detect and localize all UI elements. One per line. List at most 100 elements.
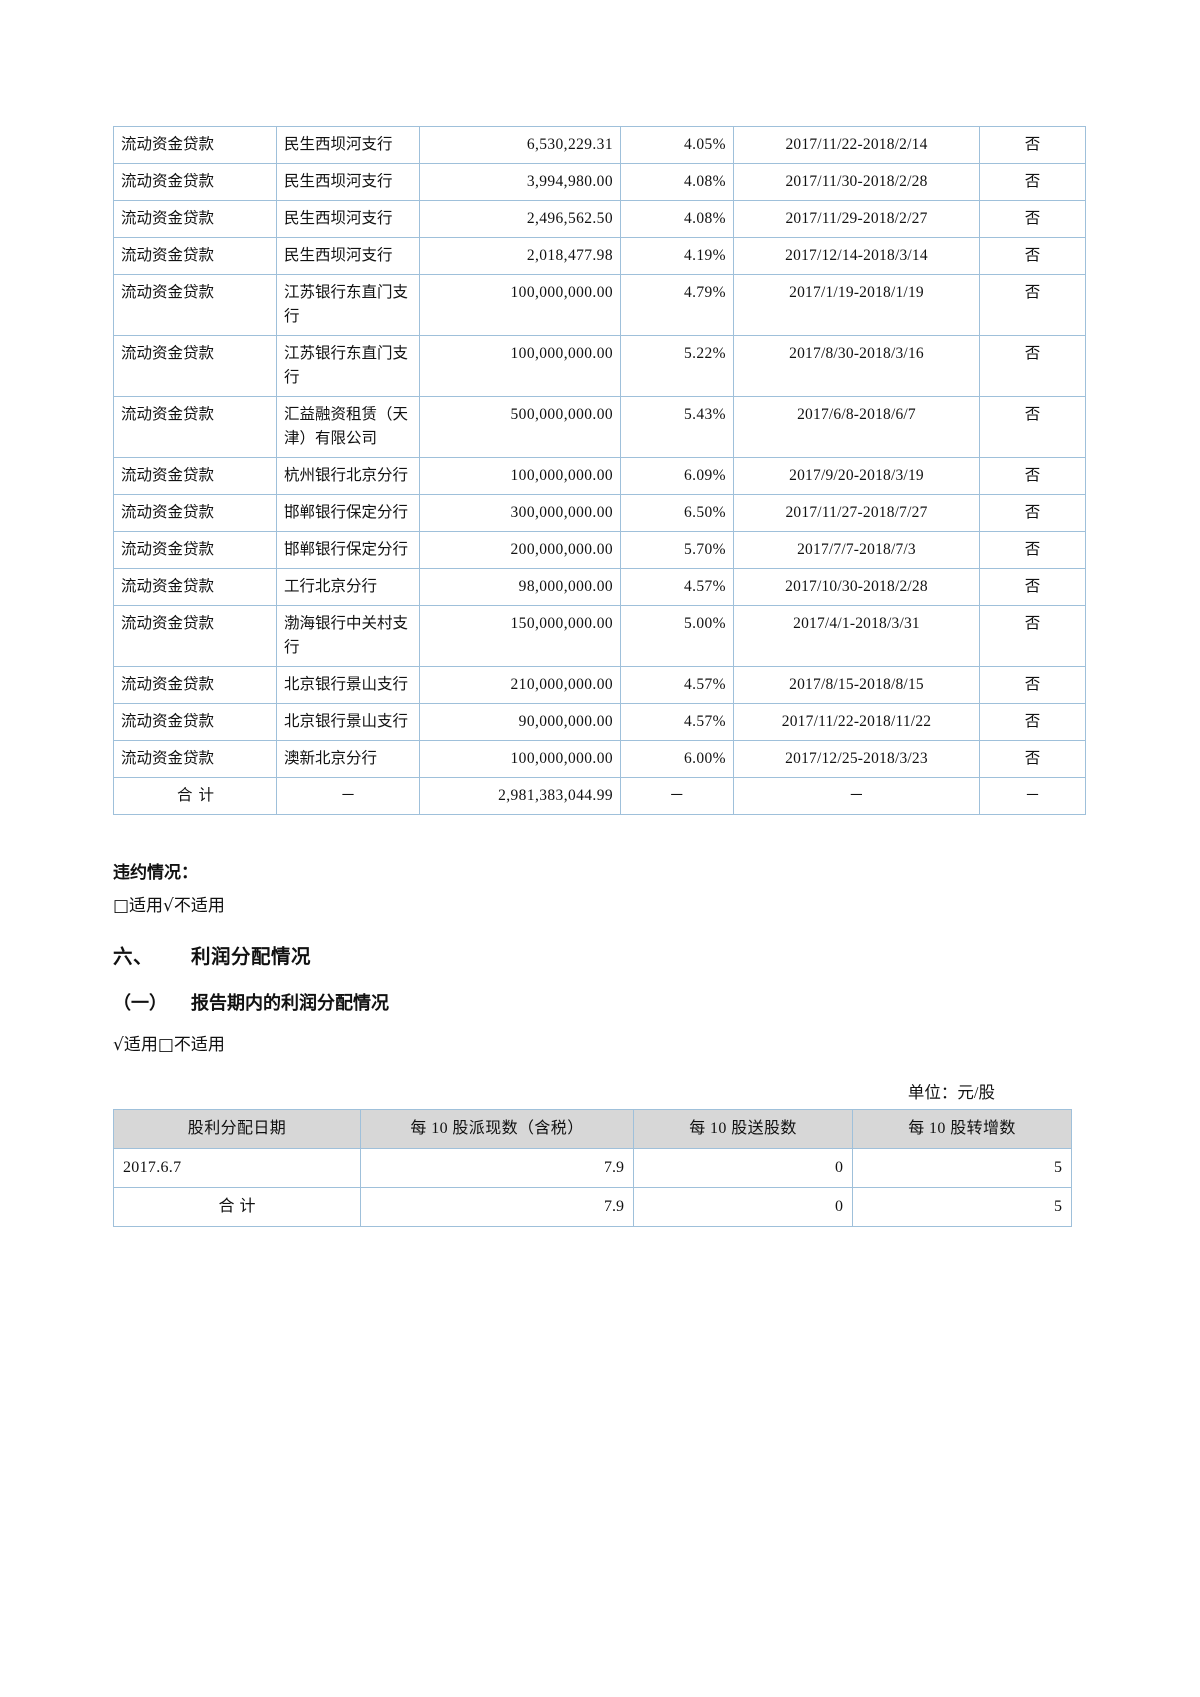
- loan-overdue-cell: 否: [979, 494, 1086, 533]
- dividend-col-date: 股利分配日期: [113, 1109, 361, 1150]
- loan-total-flag: －: [979, 777, 1086, 816]
- loan-type-cell: 流动资金贷款: [113, 568, 277, 607]
- loan-rate-cell: 4.08%: [620, 200, 734, 239]
- loan-amount-cell: 500,000,000.00: [419, 396, 621, 459]
- loan-amount-cell: 3,994,980.00: [419, 163, 621, 202]
- table-row: 流动资金贷款 邯郸银行保定分行 200,000,000.00 5.70% 201…: [113, 531, 1086, 570]
- subsection-one-heading: （一） 报告期内的利润分配情况: [113, 985, 995, 1021]
- loan-table: 流动资金贷款 民生西坝河支行 6,530,229.31 4.05% 2017/1…: [113, 125, 1086, 816]
- page-content: 流动资金贷款 民生西坝河支行 6,530,229.31 4.05% 2017/1…: [113, 125, 1086, 1228]
- loan-bank-cell: 北京银行景山支行: [276, 666, 420, 705]
- loan-table-body: 流动资金贷款 民生西坝河支行 6,530,229.31 4.05% 2017/1…: [113, 125, 1086, 816]
- dividend-total-capital: 5: [852, 1187, 1072, 1228]
- loan-type-cell: 流动资金贷款: [113, 740, 277, 779]
- dividend-total-cash: 7.9: [360, 1187, 634, 1228]
- loan-overdue-cell: 否: [979, 457, 1086, 496]
- loan-amount-cell: 90,000,000.00: [419, 703, 621, 742]
- table-row: 流动资金贷款 江苏银行东直门支行 100,000,000.00 4.79% 20…: [113, 274, 1086, 337]
- loan-rate-cell: 5.00%: [620, 605, 734, 668]
- loan-bank-cell: 民生西坝河支行: [276, 163, 420, 202]
- table-row: 流动资金贷款 北京银行景山支行 90,000,000.00 4.57% 2017…: [113, 703, 1086, 742]
- loan-overdue-cell: 否: [979, 125, 1086, 165]
- table-row: 流动资金贷款 工行北京分行 98,000,000.00 4.57% 2017/1…: [113, 568, 1086, 607]
- spacer: [113, 922, 995, 938]
- loan-bank-cell: 江苏银行东直门支行: [276, 335, 420, 398]
- loan-rate-cell: 6.00%: [620, 740, 734, 779]
- table-row: 流动资金贷款 汇益融资租赁（天津）有限公司 500,000,000.00 5.4…: [113, 396, 1086, 459]
- loan-bank-cell: 北京银行景山支行: [276, 703, 420, 742]
- loan-type-cell: 流动资金贷款: [113, 237, 277, 276]
- loan-overdue-cell: 否: [979, 200, 1086, 239]
- loan-overdue-cell: 否: [979, 605, 1086, 668]
- loan-period-cell: 2017/10/30-2018/2/28: [733, 568, 980, 607]
- loan-period-cell: 2017/12/25-2018/3/23: [733, 740, 980, 779]
- loan-period-cell: 2017/11/30-2018/2/28: [733, 163, 980, 202]
- loan-amount-cell: 100,000,000.00: [419, 335, 621, 398]
- loan-rate-cell: 5.22%: [620, 335, 734, 398]
- table-row: 流动资金贷款 邯郸银行保定分行 300,000,000.00 6.50% 201…: [113, 494, 1086, 533]
- dividend-cash-cell: 7.9: [360, 1148, 634, 1189]
- loan-type-cell: 流动资金贷款: [113, 335, 277, 398]
- loan-rate-cell: 4.57%: [620, 703, 734, 742]
- loan-bank-cell: 汇益融资租赁（天津）有限公司: [276, 396, 420, 459]
- table-row: 流动资金贷款 民生西坝河支行 6,530,229.31 4.05% 2017/1…: [113, 125, 1086, 165]
- section-six-title: 利润分配情况: [191, 946, 312, 968]
- default-section-title: 违约情况：: [113, 863, 198, 883]
- loan-overdue-cell: 否: [979, 568, 1086, 607]
- dividend-total-label: 合计: [113, 1187, 361, 1228]
- loan-bank-cell: 渤海银行中关村支行: [276, 605, 420, 668]
- loan-amount-cell: 300,000,000.00: [419, 494, 621, 533]
- section-six-number: 六、: [113, 946, 154, 968]
- loan-period-cell: 2017/4/1-2018/3/31: [733, 605, 980, 668]
- loan-total-bank: －: [276, 777, 420, 816]
- loan-type-cell: 流动资金贷款: [113, 531, 277, 570]
- loan-bank-cell: 民生西坝河支行: [276, 125, 420, 165]
- loan-total-label: 合计: [113, 777, 277, 816]
- loan-type-cell: 流动资金贷款: [113, 200, 277, 239]
- loan-rate-cell: 4.57%: [620, 666, 734, 705]
- loan-bank-cell: 杭州银行北京分行: [276, 457, 420, 496]
- loan-period-cell: 2017/11/22-2018/11/22: [733, 703, 980, 742]
- loan-rate-cell: 5.43%: [620, 396, 734, 459]
- section-six: 六、 利润分配情况: [113, 938, 995, 977]
- loan-overdue-cell: 否: [979, 335, 1086, 398]
- loan-amount-cell: 200,000,000.00: [419, 531, 621, 570]
- loan-type-cell: 流动资金贷款: [113, 666, 277, 705]
- loan-bank-cell: 澳新北京分行: [276, 740, 420, 779]
- loan-period-cell: 2017/12/14-2018/3/14: [733, 237, 980, 276]
- loan-period-cell: 2017/9/20-2018/3/19: [733, 457, 980, 496]
- loan-overdue-cell: 否: [979, 237, 1086, 276]
- loan-amount-cell: 6,530,229.31: [419, 125, 621, 165]
- loan-total-period: －: [733, 777, 980, 816]
- loan-total-row: 合计 － 2,981,383,044.99 － － －: [113, 777, 1086, 816]
- loan-overdue-cell: 否: [979, 740, 1086, 779]
- loan-type-cell: 流动资金贷款: [113, 703, 277, 742]
- spacer: [113, 977, 995, 985]
- table-row: 流动资金贷款 民生西坝河支行 2,018,477.98 4.19% 2017/1…: [113, 237, 1086, 276]
- loan-rate-cell: 6.50%: [620, 494, 734, 533]
- loan-period-cell: 2017/11/29-2018/2/27: [733, 200, 980, 239]
- loan-period-cell: 2017/8/30-2018/3/16: [733, 335, 980, 398]
- loan-bank-cell: 江苏银行东直门支行: [276, 274, 420, 337]
- table-row: 流动资金贷款 北京银行景山支行 210,000,000.00 4.57% 201…: [113, 666, 1086, 705]
- dividend-total-bonus: 0: [633, 1187, 853, 1228]
- loan-rate-cell: 4.08%: [620, 163, 734, 202]
- loan-rate-cell: 5.70%: [620, 531, 734, 570]
- loan-period-cell: 2017/1/19-2018/1/19: [733, 274, 980, 337]
- loan-bank-cell: 民生西坝河支行: [276, 237, 420, 276]
- loan-amount-cell: 98,000,000.00: [419, 568, 621, 607]
- loan-overdue-cell: 否: [979, 666, 1086, 705]
- loan-overdue-cell: 否: [979, 703, 1086, 742]
- loan-period-cell: 2017/8/15-2018/8/15: [733, 666, 980, 705]
- loan-amount-cell: 2,496,562.50: [419, 200, 621, 239]
- dividend-total-row: 合计 7.9 0 5: [113, 1187, 1072, 1228]
- loan-overdue-cell: 否: [979, 396, 1086, 459]
- loan-overdue-cell: 否: [979, 274, 1086, 337]
- loan-type-cell: 流动资金贷款: [113, 274, 277, 337]
- loan-period-cell: 2017/11/27-2018/7/27: [733, 494, 980, 533]
- loan-period-cell: 2017/6/8-2018/6/7: [733, 396, 980, 459]
- loan-total-rate: －: [620, 777, 734, 816]
- subsection-one-choice: √适用□不适用: [113, 1034, 225, 1055]
- loan-type-cell: 流动资金贷款: [113, 396, 277, 459]
